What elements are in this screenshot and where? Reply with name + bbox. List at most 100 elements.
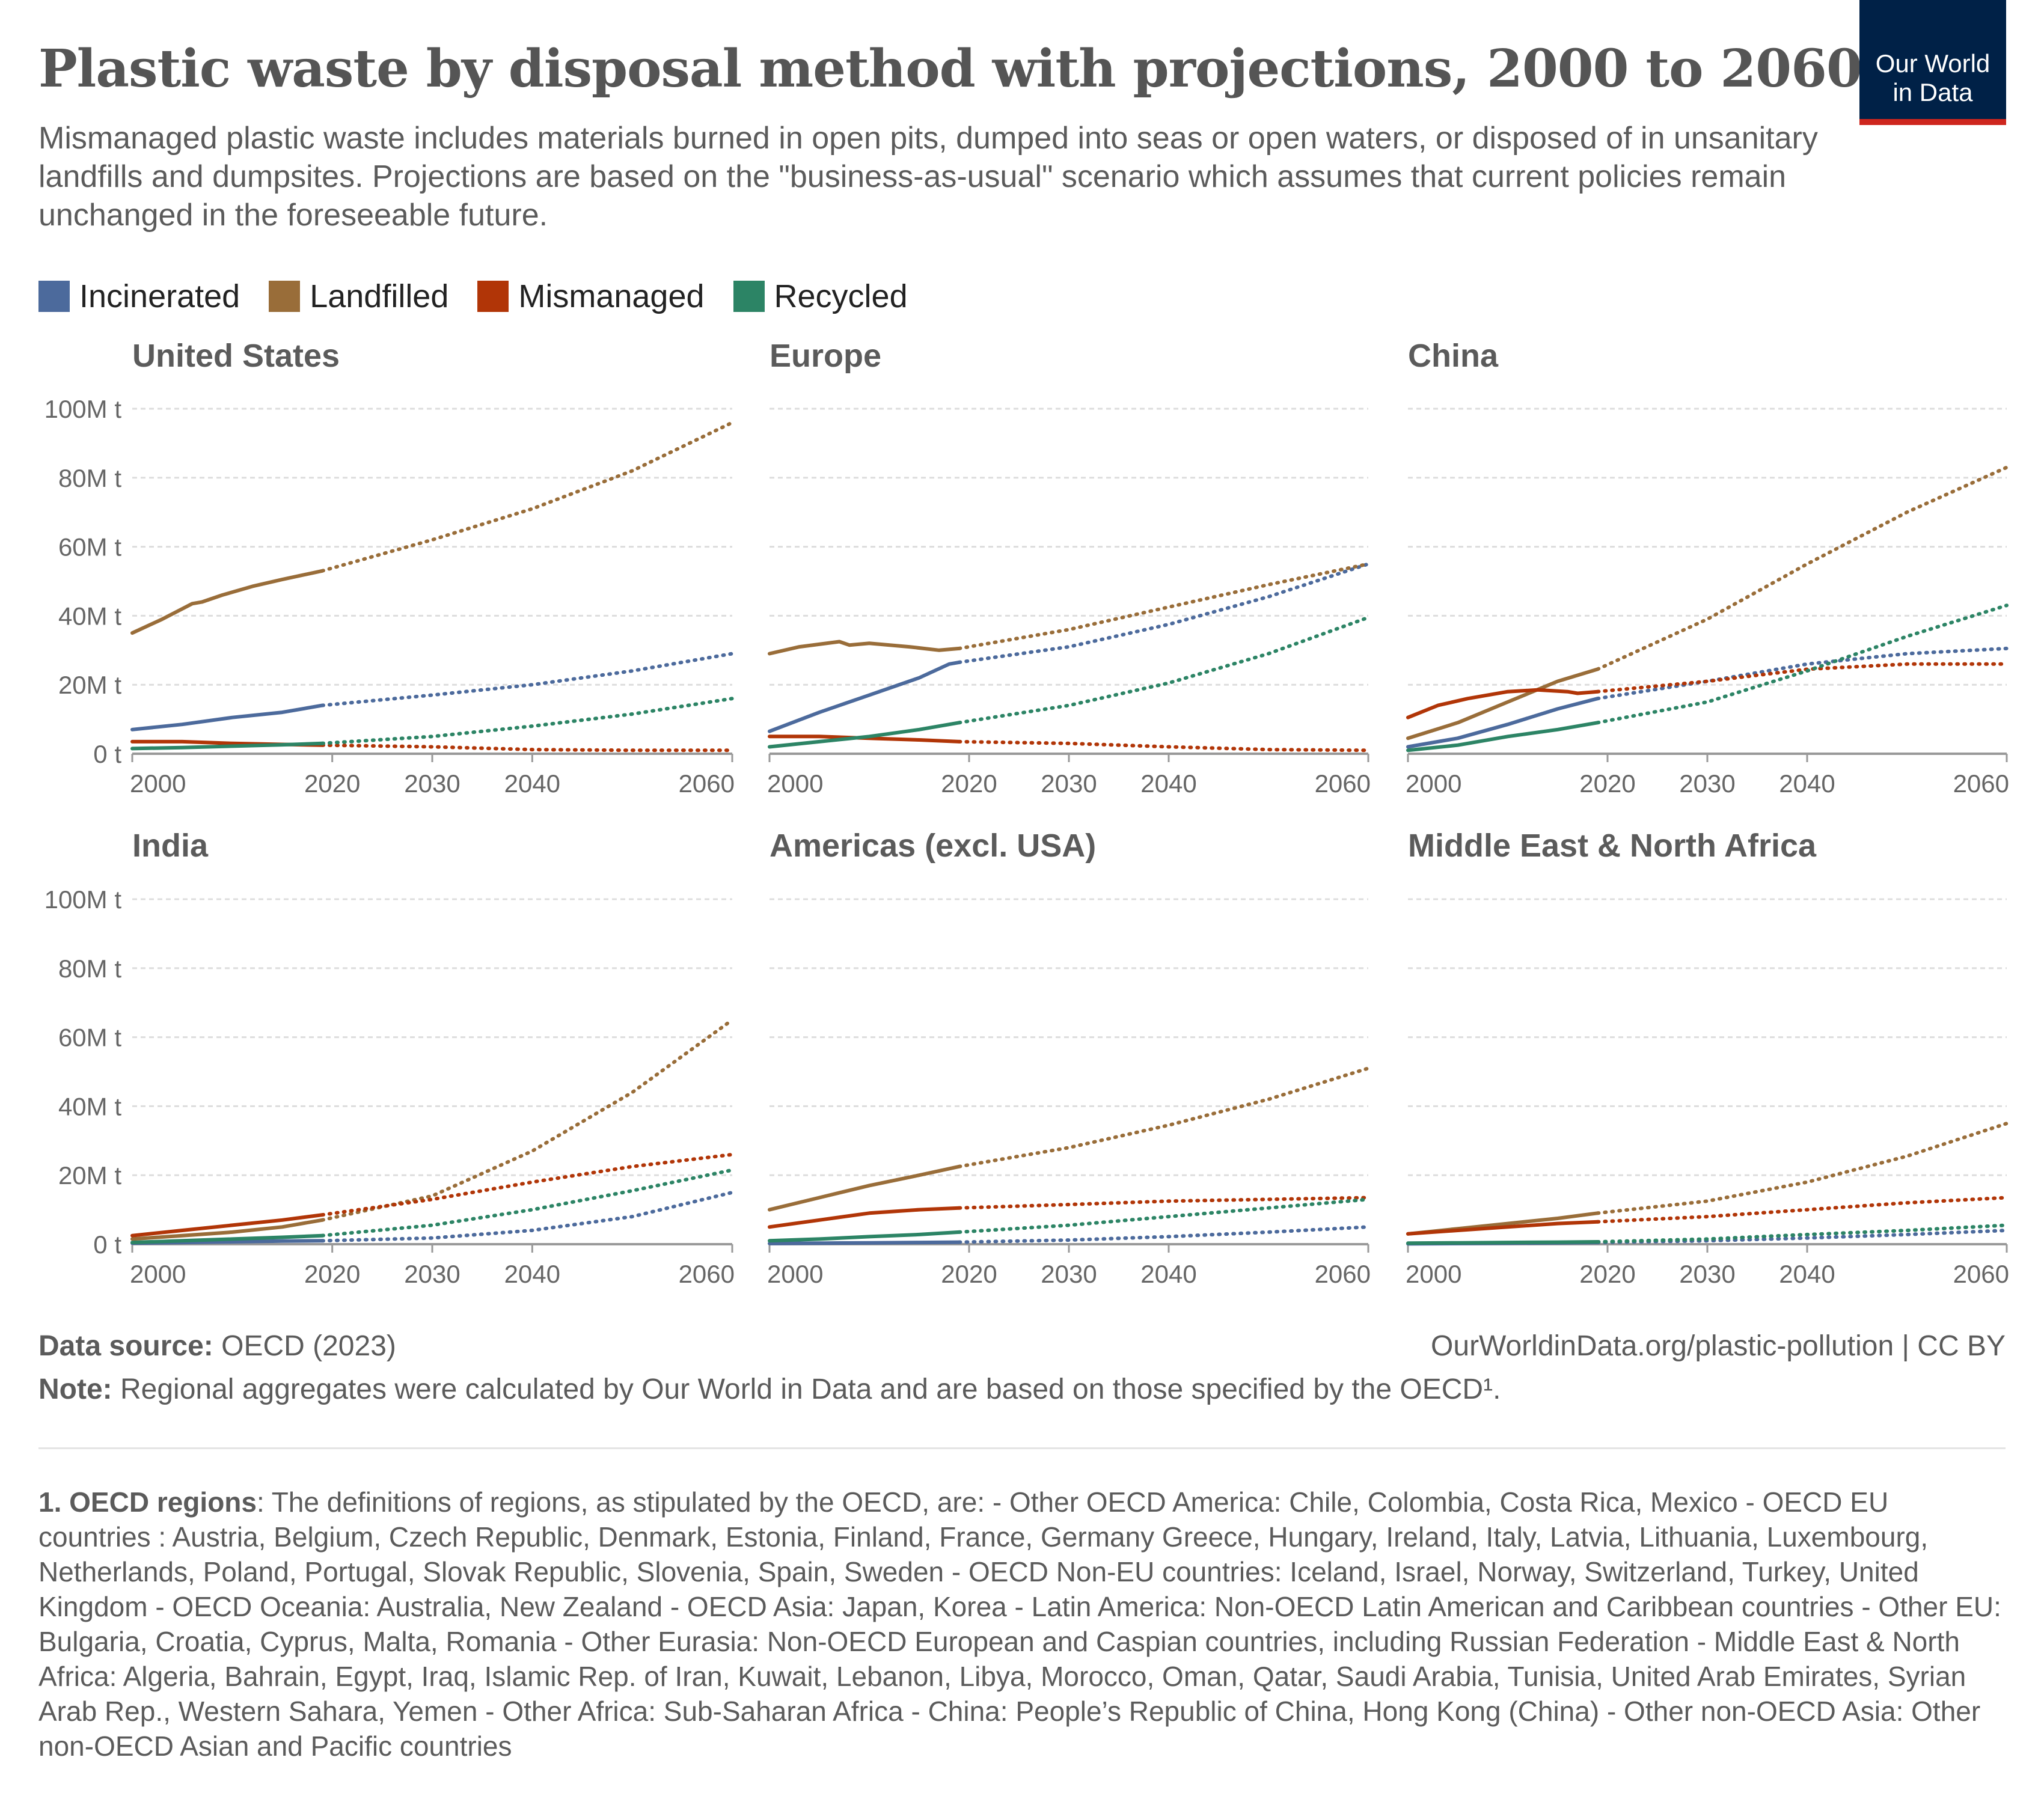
data-source: Data source: OECD (2023) [38, 1330, 396, 1363]
y-tick-label: 100M t [44, 885, 122, 914]
panel-china: China 2000 2020 2030 2040 2060 [1406, 338, 2009, 798]
footer-divider [38, 1447, 2006, 1449]
small-multiples-chart: United States 0 t 20M t 40M t 60M t 80M t 100M… [44, 338, 2009, 1288]
series-line-landfilled-historical [1406, 667, 1600, 741]
series-line-incinerated-projection [957, 1225, 1370, 1244]
series-line-recycled-projection [320, 697, 734, 745]
series-line-landfilled-historical [130, 569, 324, 635]
panel-middle-east-north-africa: Middle East & North Africa 2000 2020 2030 20… [1406, 828, 2009, 1288]
legend-swatch-landfilled [269, 281, 301, 312]
series-line-recycled-historical [130, 1233, 324, 1245]
panel-americas-excl-usa: Americas (excl. USA) 2000 2020 2030 2040 2060 [767, 828, 1371, 1288]
series-line-incinerated-projection [957, 562, 1370, 664]
legend-item-landfilled[interactable]: Landfilled [269, 278, 448, 315]
owid-logo[interactable]: Our World in Data [1859, 0, 2006, 125]
series-line-incinerated-projection [1596, 1229, 2009, 1245]
x-tick-label: 2020 [304, 769, 360, 798]
panel-title: Europe [770, 338, 881, 374]
x-tick-label: 2030 [404, 1260, 460, 1288]
y-tick-label: 80M t [58, 954, 121, 983]
panel-title: India [132, 828, 209, 864]
source-url[interactable]: OurWorldinData.org/plastic-pollution | C… [1431, 1330, 2006, 1362]
series-line-mismanaged-projection [957, 1196, 1370, 1210]
series-line-mismanaged-projection [1596, 662, 2009, 694]
series-line-incinerated-projection [1596, 646, 2009, 701]
series-line-landfilled-historical [768, 1164, 961, 1212]
note-text: Regional aggregates were calculated by O… [120, 1373, 1501, 1405]
x-tick-label: 2000 [130, 769, 186, 798]
x-tick-label: 2000 [130, 1260, 186, 1288]
series-line-recycled-historical [768, 1230, 961, 1243]
x-tick-label: 2040 [1779, 1260, 1835, 1288]
x-tick-label: 2060 [1315, 769, 1371, 798]
logo-line-2: in Data [1893, 78, 1973, 106]
x-tick-label: 2060 [679, 1260, 735, 1288]
y-tick-label: 0 t [93, 1230, 121, 1259]
series-line-recycled-projection [1596, 603, 2009, 725]
series-line-landfilled-projection [1596, 465, 2009, 671]
panel-europe: Europe 2000 2020 2030 2040 2060 [767, 338, 1371, 798]
y-tick-label: 100M t [44, 395, 122, 423]
series-line-mismanaged-historical [130, 1213, 324, 1238]
x-tick-label: 2030 [1679, 769, 1735, 798]
legend-label-recycled: Recycled [774, 278, 908, 314]
series-line-recycled-projection [1596, 1223, 2009, 1244]
series-line-mismanaged-projection [957, 739, 1370, 753]
panel-united-states: United States 0 t 20M t 40M t 60M t 80M t 100M… [44, 338, 735, 798]
series-line-recycled-projection [957, 615, 1370, 725]
legend: Incinerated Landfilled Mismanaged Recycl… [38, 278, 937, 315]
series-line-mismanaged-projection [320, 1152, 734, 1217]
y-tick-label: 40M t [58, 602, 121, 630]
footnote-text: : The definitions of regions, as stipula… [38, 1486, 2001, 1762]
legend-label-mismanaged: Mismanaged [518, 278, 705, 314]
data-source-label: Data source: [38, 1330, 213, 1362]
legend-item-incinerated[interactable]: Incinerated [38, 278, 240, 315]
legend-swatch-recycled [733, 281, 765, 312]
x-tick-label: 2020 [1579, 769, 1635, 798]
legend-label-landfilled: Landfilled [310, 278, 449, 314]
x-tick-label: 2020 [304, 1260, 360, 1288]
series-line-incinerated-historical [768, 1240, 961, 1245]
x-tick-label: 2030 [404, 769, 460, 798]
series-line-recycled-historical [1406, 1240, 1600, 1245]
footnote-label: 1. OECD regions [38, 1486, 257, 1518]
series-line-landfilled-projection [957, 1066, 1370, 1168]
x-tick-label: 2040 [504, 769, 560, 798]
x-tick-label: 2060 [1315, 1260, 1371, 1288]
series-line-recycled-projection [957, 1197, 1370, 1234]
panel-title: Americas (excl. USA) [770, 828, 1096, 864]
x-tick-label: 2060 [679, 769, 735, 798]
x-tick-label: 2030 [1041, 769, 1097, 798]
series-line-mismanaged-historical [768, 1206, 961, 1229]
x-tick-label: 2000 [1406, 769, 1461, 798]
page-subtitle: Mismanaged plastic waste includes materi… [38, 121, 1818, 233]
x-tick-label: 2040 [1140, 769, 1196, 798]
page-title: Plastic waste by disposal method with pr… [38, 38, 1862, 99]
data-source-value[interactable]: OECD (2023) [221, 1330, 396, 1362]
x-tick-label: 2030 [1041, 1260, 1097, 1288]
legend-label-incinerated: Incinerated [79, 278, 240, 314]
y-tick-label: 0 t [93, 740, 121, 768]
x-tick-label: 2000 [1406, 1260, 1461, 1288]
note-label: Note: [38, 1373, 112, 1405]
legend-item-mismanaged[interactable]: Mismanaged [477, 278, 705, 315]
series-line-incinerated-projection [320, 652, 734, 707]
legend-item-recycled[interactable]: Recycled [733, 278, 908, 315]
series-line-landfilled-historical [130, 1218, 324, 1241]
x-tick-label: 2000 [767, 1260, 823, 1288]
y-tick-label: 20M t [58, 671, 121, 699]
series-line-recycled-historical [768, 721, 961, 749]
logo-line-1: Our World [1875, 49, 1990, 78]
note: Note: Regional aggregates were calculate… [38, 1373, 1501, 1406]
series-line-recycled-historical [1406, 721, 1600, 753]
x-tick-label: 2040 [1140, 1260, 1196, 1288]
series-line-mismanaged-historical [1406, 1220, 1600, 1236]
x-tick-label: 2060 [1953, 769, 2009, 798]
y-tick-label: 40M t [58, 1092, 121, 1120]
x-tick-label: 2040 [504, 1260, 560, 1288]
series-line-landfilled-projection [320, 421, 734, 573]
legend-swatch-incinerated [38, 281, 70, 312]
series-line-recycled-projection [320, 1168, 734, 1238]
x-tick-label: 2000 [767, 769, 823, 798]
series-line-recycled-historical [130, 741, 324, 751]
